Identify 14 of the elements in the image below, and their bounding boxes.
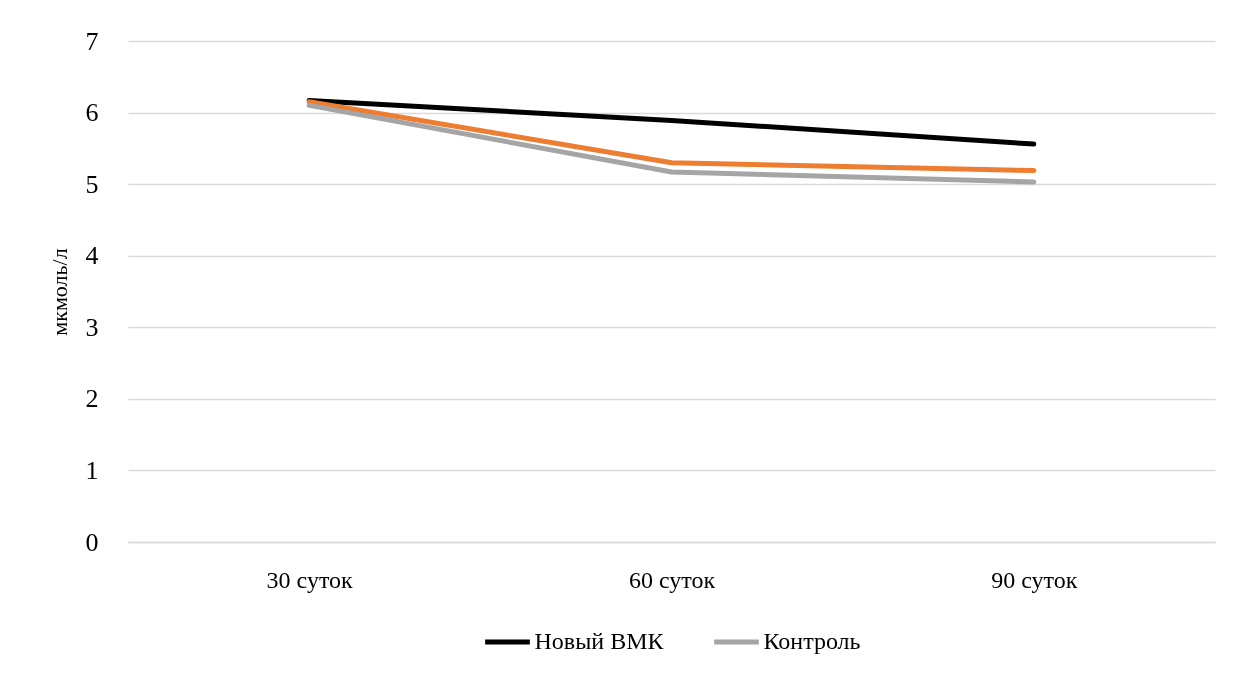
y-tick-label: 1 [85,455,99,485]
y-tick-label: 6 [85,98,99,128]
y-tick-label: 5 [85,169,99,199]
y-tick-label: 0 [85,527,99,557]
y-tick-label: 3 [85,312,99,342]
y-tick-label: 7 [85,26,99,56]
legend-label: Новый ВМК [534,628,665,654]
legend-label: Контроль [763,628,861,654]
y-tick-label: 2 [85,384,99,414]
y-tick-label: 4 [85,241,99,271]
x-tick-label: 90 суток [991,566,1078,593]
x-tick-label: 60 суток [628,566,716,593]
x-tick-label: 30 суток [266,566,354,593]
y-axis-title: мкмоль/л [46,248,72,336]
